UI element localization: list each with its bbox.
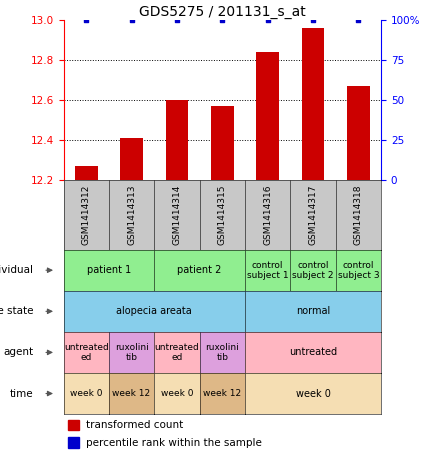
Bar <box>347 87 370 180</box>
Point <box>83 17 90 24</box>
Point <box>173 17 180 24</box>
Text: week 12: week 12 <box>113 389 151 398</box>
Point <box>219 17 226 24</box>
Bar <box>75 166 98 180</box>
Bar <box>68 438 79 448</box>
Text: untreated
ed: untreated ed <box>155 343 199 362</box>
Text: control
subject 1: control subject 1 <box>247 260 289 280</box>
Text: GSM1414317: GSM1414317 <box>308 185 318 246</box>
Text: percentile rank within the sample: percentile rank within the sample <box>86 438 262 448</box>
Bar <box>256 53 279 180</box>
Text: disease state: disease state <box>0 306 33 316</box>
Bar <box>68 419 79 430</box>
Bar <box>166 101 188 180</box>
Point <box>128 17 135 24</box>
Text: GSM1414318: GSM1414318 <box>354 185 363 246</box>
Text: alopecia areata: alopecia areata <box>117 306 192 316</box>
Text: normal: normal <box>296 306 330 316</box>
Text: untreated
ed: untreated ed <box>64 343 109 362</box>
Text: GSM1414312: GSM1414312 <box>82 185 91 245</box>
Point <box>264 17 271 24</box>
Text: week 0: week 0 <box>161 389 193 398</box>
Text: ruxolini
tib: ruxolini tib <box>205 343 239 362</box>
Bar <box>302 29 325 180</box>
Text: GSM1414314: GSM1414314 <box>173 185 181 245</box>
Text: individual: individual <box>0 265 33 275</box>
Text: GSM1414316: GSM1414316 <box>263 185 272 246</box>
Text: GSM1414313: GSM1414313 <box>127 185 136 246</box>
Text: transformed count: transformed count <box>86 420 183 430</box>
Bar <box>120 139 143 180</box>
Text: untreated: untreated <box>289 347 337 357</box>
Text: control
subject 3: control subject 3 <box>338 260 379 280</box>
Point <box>355 17 362 24</box>
Text: agent: agent <box>3 347 33 357</box>
Text: patient 1: patient 1 <box>87 265 131 275</box>
Text: ruxolini
tib: ruxolini tib <box>115 343 148 362</box>
Bar <box>211 106 233 180</box>
Text: week 0: week 0 <box>70 389 102 398</box>
Text: week 12: week 12 <box>203 389 241 398</box>
Title: GDS5275 / 201131_s_at: GDS5275 / 201131_s_at <box>139 5 306 19</box>
Text: control
subject 2: control subject 2 <box>292 260 334 280</box>
Text: time: time <box>9 389 33 399</box>
Point <box>310 17 317 24</box>
Text: patient 2: patient 2 <box>177 265 222 275</box>
Text: GSM1414315: GSM1414315 <box>218 185 227 246</box>
Text: week 0: week 0 <box>296 389 330 399</box>
